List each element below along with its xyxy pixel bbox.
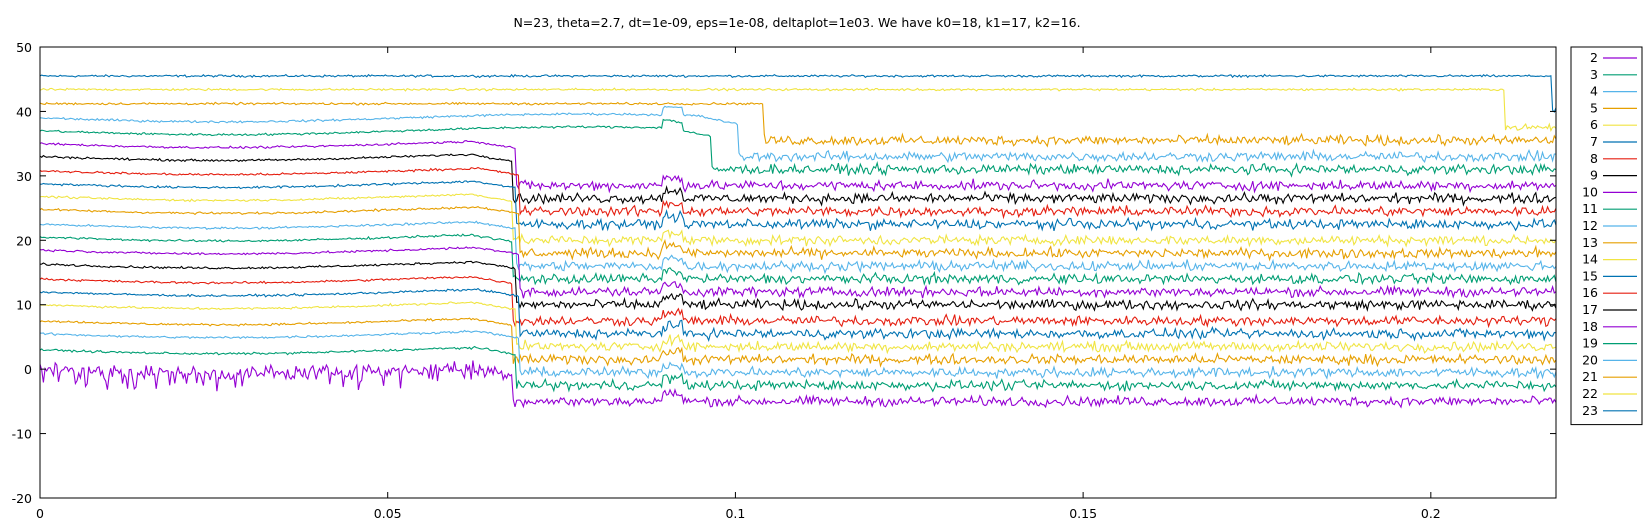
series-line-6 bbox=[39, 301, 1557, 355]
legend-label: 7 bbox=[1590, 134, 1598, 149]
legend-label: 4 bbox=[1590, 84, 1598, 99]
series-line-17 bbox=[39, 153, 1557, 207]
legend-label: 19 bbox=[1582, 336, 1598, 351]
legend-label: 8 bbox=[1590, 151, 1598, 166]
series-line-4 bbox=[39, 329, 1557, 380]
legend-label: 11 bbox=[1582, 201, 1598, 216]
ytick-label: 10 bbox=[16, 298, 32, 313]
ytick-label: 30 bbox=[16, 169, 32, 184]
legend-label: 3 bbox=[1590, 67, 1598, 82]
series-line-9 bbox=[39, 260, 1557, 313]
series-line-23 bbox=[39, 73, 1557, 114]
ytick-label: -10 bbox=[12, 427, 32, 442]
series-line-22 bbox=[39, 87, 1557, 133]
series-line-10 bbox=[39, 246, 1557, 299]
series-line-5 bbox=[39, 317, 1557, 368]
axis-layer: 50 40 30 20 10 0 -10 -20 0 0.05 0.1 0.15 0.2 bbox=[12, 40, 1556, 521]
series-line-7 bbox=[39, 287, 1557, 342]
series-line-13 bbox=[39, 205, 1557, 262]
series-line-20 bbox=[39, 105, 1556, 164]
ytick-label: 50 bbox=[16, 40, 32, 55]
xtick-label: 0.15 bbox=[1069, 506, 1097, 521]
legend-label: 9 bbox=[1590, 168, 1598, 183]
series-line-18 bbox=[39, 140, 1557, 194]
legend-label: 15 bbox=[1582, 268, 1598, 283]
xtick-label: 0 bbox=[36, 506, 44, 521]
series-line-21 bbox=[39, 101, 1557, 148]
xtick-label: 0.2 bbox=[1421, 506, 1441, 521]
plot-frame bbox=[39, 46, 1557, 499]
legend-label: 6 bbox=[1590, 117, 1598, 132]
series-layer bbox=[39, 73, 1557, 409]
legend-label: 21 bbox=[1582, 369, 1598, 384]
legend-label: 10 bbox=[1582, 184, 1598, 199]
series-line-3 bbox=[39, 345, 1557, 393]
legend-label: 18 bbox=[1582, 319, 1598, 334]
legend-label: 12 bbox=[1582, 218, 1598, 233]
series-line-14 bbox=[39, 193, 1557, 248]
series-line-16 bbox=[39, 166, 1557, 220]
xtick-label: 0.05 bbox=[374, 506, 402, 521]
series-line-11 bbox=[39, 233, 1557, 286]
ytick-label: -20 bbox=[12, 491, 32, 506]
series-line-12 bbox=[39, 220, 1557, 275]
ytick-label: 0 bbox=[24, 362, 32, 377]
ytick-label: 20 bbox=[16, 233, 32, 248]
series-line-15 bbox=[40, 180, 1557, 232]
ytick-label: 40 bbox=[16, 104, 32, 119]
series-line-19 bbox=[39, 118, 1557, 178]
legend-label: 16 bbox=[1582, 285, 1598, 300]
legend-box bbox=[1570, 46, 1643, 426]
legend-label: 5 bbox=[1590, 100, 1598, 115]
chart-title: N=23, theta=2.7, dt=1e-09, eps=1e-08, de… bbox=[513, 15, 1080, 30]
legend-label: 2 bbox=[1590, 50, 1598, 65]
legend-label: 20 bbox=[1582, 352, 1598, 367]
series-line-2 bbox=[39, 360, 1557, 409]
series-line-8 bbox=[39, 276, 1557, 329]
legend-label: 22 bbox=[1582, 386, 1598, 401]
legend-label: 13 bbox=[1582, 235, 1598, 250]
xtick-label: 0.1 bbox=[725, 506, 745, 521]
legend-label: 17 bbox=[1582, 302, 1598, 317]
legend-label: 23 bbox=[1582, 403, 1598, 418]
legend-label: 14 bbox=[1582, 252, 1598, 267]
